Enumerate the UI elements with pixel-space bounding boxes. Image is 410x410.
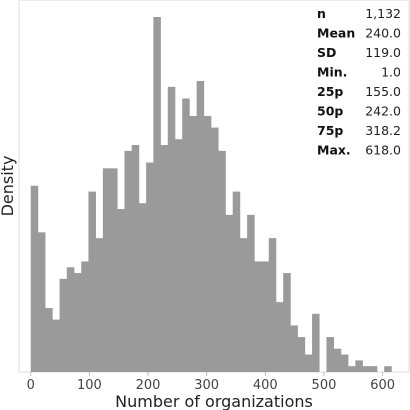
histogram-bar — [110, 168, 118, 372]
stat-value: 1,132 — [365, 6, 401, 21]
histogram-bar — [74, 273, 82, 372]
histogram-bar — [102, 168, 111, 372]
histogram-bar — [182, 98, 190, 372]
stat-value: 1.0 — [381, 65, 401, 80]
histogram-bar — [348, 366, 356, 372]
histogram-bar — [218, 150, 226, 372]
stat-label: Mean — [317, 26, 355, 41]
histogram-bar — [37, 232, 46, 372]
y-axis-label: Density — [0, 156, 17, 217]
histogram-bar — [283, 273, 291, 372]
x-tick-label: 200 — [136, 378, 161, 393]
histogram-bar — [261, 261, 270, 372]
x-tick-label: 400 — [253, 378, 278, 393]
stat-value: 119.0 — [365, 45, 401, 60]
x-tick-label: 300 — [194, 378, 219, 393]
histogram-bar — [175, 139, 183, 372]
histogram-bar — [384, 366, 392, 372]
stat-value: 155.0 — [365, 84, 401, 99]
stat-value: 240.0 — [365, 26, 401, 41]
histogram-bar — [88, 191, 96, 372]
histogram-bar — [45, 307, 53, 372]
x-tick-label: 500 — [312, 378, 337, 393]
histogram-bar — [59, 278, 68, 372]
histogram-bar — [138, 203, 147, 372]
histogram-bar — [333, 348, 342, 372]
stat-label: Max. — [317, 143, 351, 158]
histogram-bar — [153, 17, 161, 372]
x-tick-label: 100 — [77, 378, 102, 393]
histogram-bar — [362, 366, 371, 372]
histogram-bar — [355, 360, 363, 372]
histogram-bar — [297, 337, 306, 372]
x-tick-label: 600 — [370, 378, 395, 393]
histogram-bar — [146, 162, 154, 372]
histogram-bar — [290, 325, 298, 372]
histogram-bar — [30, 185, 39, 372]
histogram-bar — [203, 115, 212, 373]
stat-label: SD — [317, 45, 336, 60]
histogram-bar — [225, 214, 233, 372]
stat-label: Min. — [317, 65, 347, 80]
histogram-bar — [81, 261, 89, 372]
bars-group — [30, 17, 392, 373]
stats-table: n 1,132 Mean 240.0 SD 119.0 Min. 1.0 25p 155.0 50p… — [317, 6, 401, 158]
histogram-bar — [66, 267, 75, 372]
histogram-bar — [239, 238, 248, 372]
histogram-bar — [340, 354, 349, 372]
stat-value: 242.0 — [365, 104, 401, 119]
stat-value: 618.0 — [365, 143, 401, 158]
histogram-bar — [52, 319, 60, 372]
histogram-bar — [275, 302, 284, 372]
histogram-bar — [254, 261, 262, 372]
histogram-bar — [268, 238, 277, 372]
stat-value: 318.2 — [365, 123, 401, 138]
stat-label: n — [317, 6, 326, 21]
histogram-bar — [189, 115, 197, 373]
histogram-bar — [124, 150, 133, 372]
histogram-bar — [196, 81, 205, 373]
histogram-bar — [95, 238, 104, 372]
histogram-bar — [131, 145, 140, 372]
histogram-bar — [326, 337, 334, 372]
x-ticks-group: 0 100 200 300 400 500 600 — [27, 372, 395, 393]
histogram-bar — [160, 145, 169, 372]
histogram-bar — [247, 214, 255, 372]
histogram-bar — [369, 366, 378, 372]
histogram-bar — [167, 86, 176, 372]
stat-label: 75p — [317, 123, 343, 138]
histogram-bar — [312, 313, 320, 372]
stat-label: 50p — [317, 104, 343, 119]
histogram-bar — [117, 209, 125, 372]
histogram-bar — [304, 354, 313, 372]
x-axis-label: Number of organizations — [115, 392, 313, 410]
stat-label: 25p — [317, 84, 343, 99]
histogram-bar — [211, 127, 219, 372]
histogram-bar — [232, 191, 241, 372]
x-tick-label: 0 — [27, 378, 35, 393]
